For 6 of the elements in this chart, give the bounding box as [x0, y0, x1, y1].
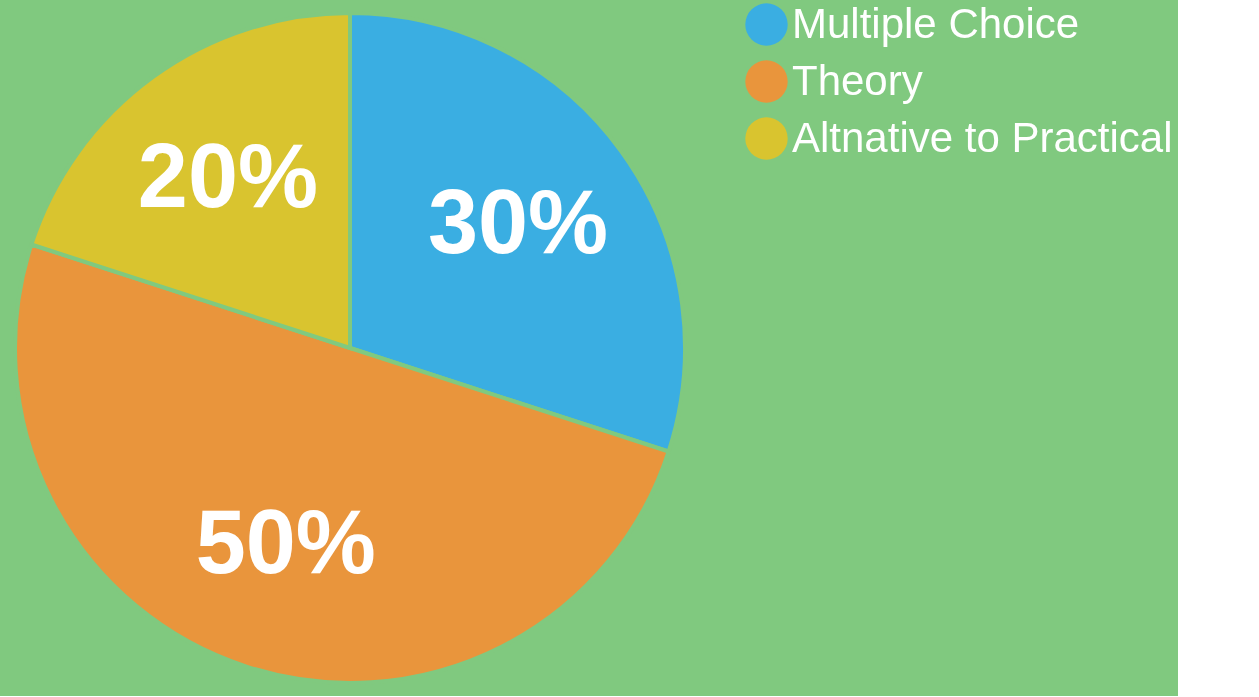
legend-label: Multiple Choice [792, 0, 1080, 47]
legend-label: Theory [792, 56, 923, 104]
data-label: 20% [137, 125, 318, 226]
data-label: 30% [427, 171, 609, 272]
data-label: 50% [195, 491, 376, 592]
legend-label: Altnative to Practical [792, 113, 1173, 161]
